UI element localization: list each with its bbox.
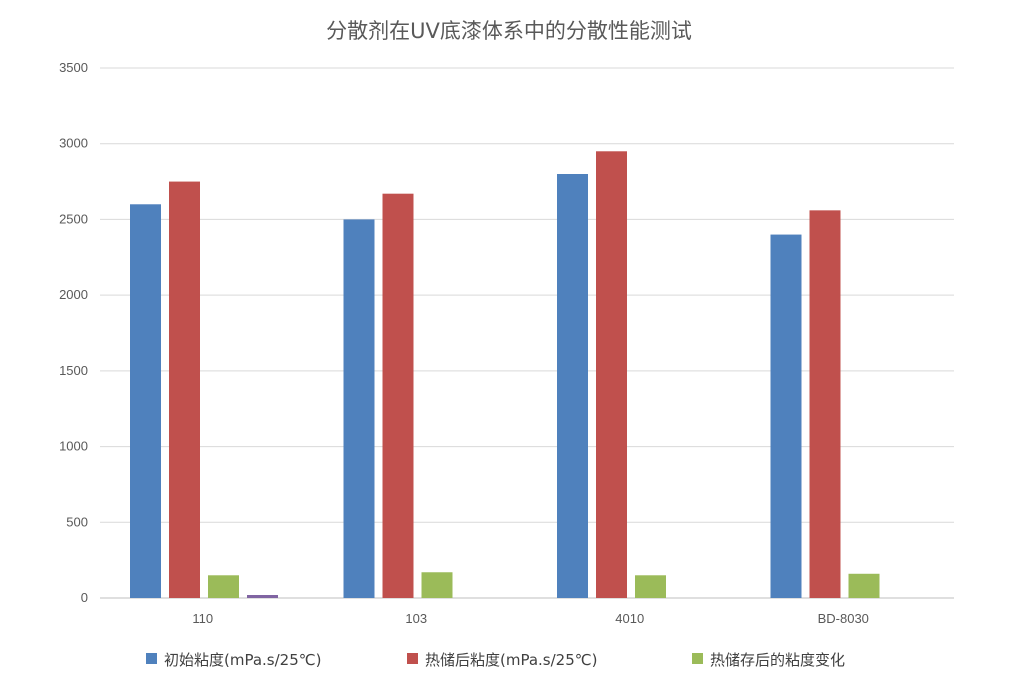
y-tick-label: 500 xyxy=(66,514,88,529)
legend-label: 热储后粘度(mPa.s/25℃) xyxy=(425,651,597,669)
bar xyxy=(635,575,666,598)
legend-swatch xyxy=(407,653,418,664)
bar xyxy=(208,575,239,598)
y-tick-label: 1000 xyxy=(59,439,88,454)
bars xyxy=(130,151,880,599)
x-tick-label: 110 xyxy=(192,611,213,626)
legend-swatch xyxy=(146,653,157,664)
chart-title: 分散剂在UV底漆体系中的分散性能测试 xyxy=(326,19,692,43)
bar xyxy=(130,204,161,599)
legend: 初始粘度(mPa.s/25℃) 热储后粘度(mPa.s/25℃) 热储存后的粘度变化 xyxy=(146,651,845,669)
bar xyxy=(770,234,802,599)
y-tick-label: 3000 xyxy=(59,136,88,151)
x-tick-label: 103 xyxy=(405,611,427,626)
x-axis-ticks: 110 103 4010 BD-8030 xyxy=(192,611,869,626)
bar xyxy=(343,219,375,598)
gridlines xyxy=(100,67,954,599)
bar xyxy=(421,572,453,598)
y-tick-label: 2500 xyxy=(59,211,88,226)
y-tick-label: 3500 xyxy=(59,60,88,75)
x-tick-label: BD-8030 xyxy=(818,611,869,626)
legend-swatch xyxy=(692,653,703,664)
x-tick-label: 4010 xyxy=(615,611,644,626)
bar xyxy=(169,181,200,599)
bar xyxy=(848,573,880,598)
y-tick-label: 2000 xyxy=(59,287,88,302)
legend-label: 热储存后的粘度变化 xyxy=(710,651,845,669)
bar xyxy=(247,595,278,598)
bar xyxy=(557,174,588,598)
y-tick-label: 1500 xyxy=(59,363,88,378)
bar xyxy=(596,151,627,599)
y-tick-label: 0 xyxy=(81,590,88,605)
bar xyxy=(382,193,414,598)
legend-label: 初始粘度(mPa.s/25℃) xyxy=(164,651,321,669)
y-axis-ticks: 0 500 1000 1500 2000 2500 3000 3500 xyxy=(59,60,88,605)
bar xyxy=(809,210,841,599)
